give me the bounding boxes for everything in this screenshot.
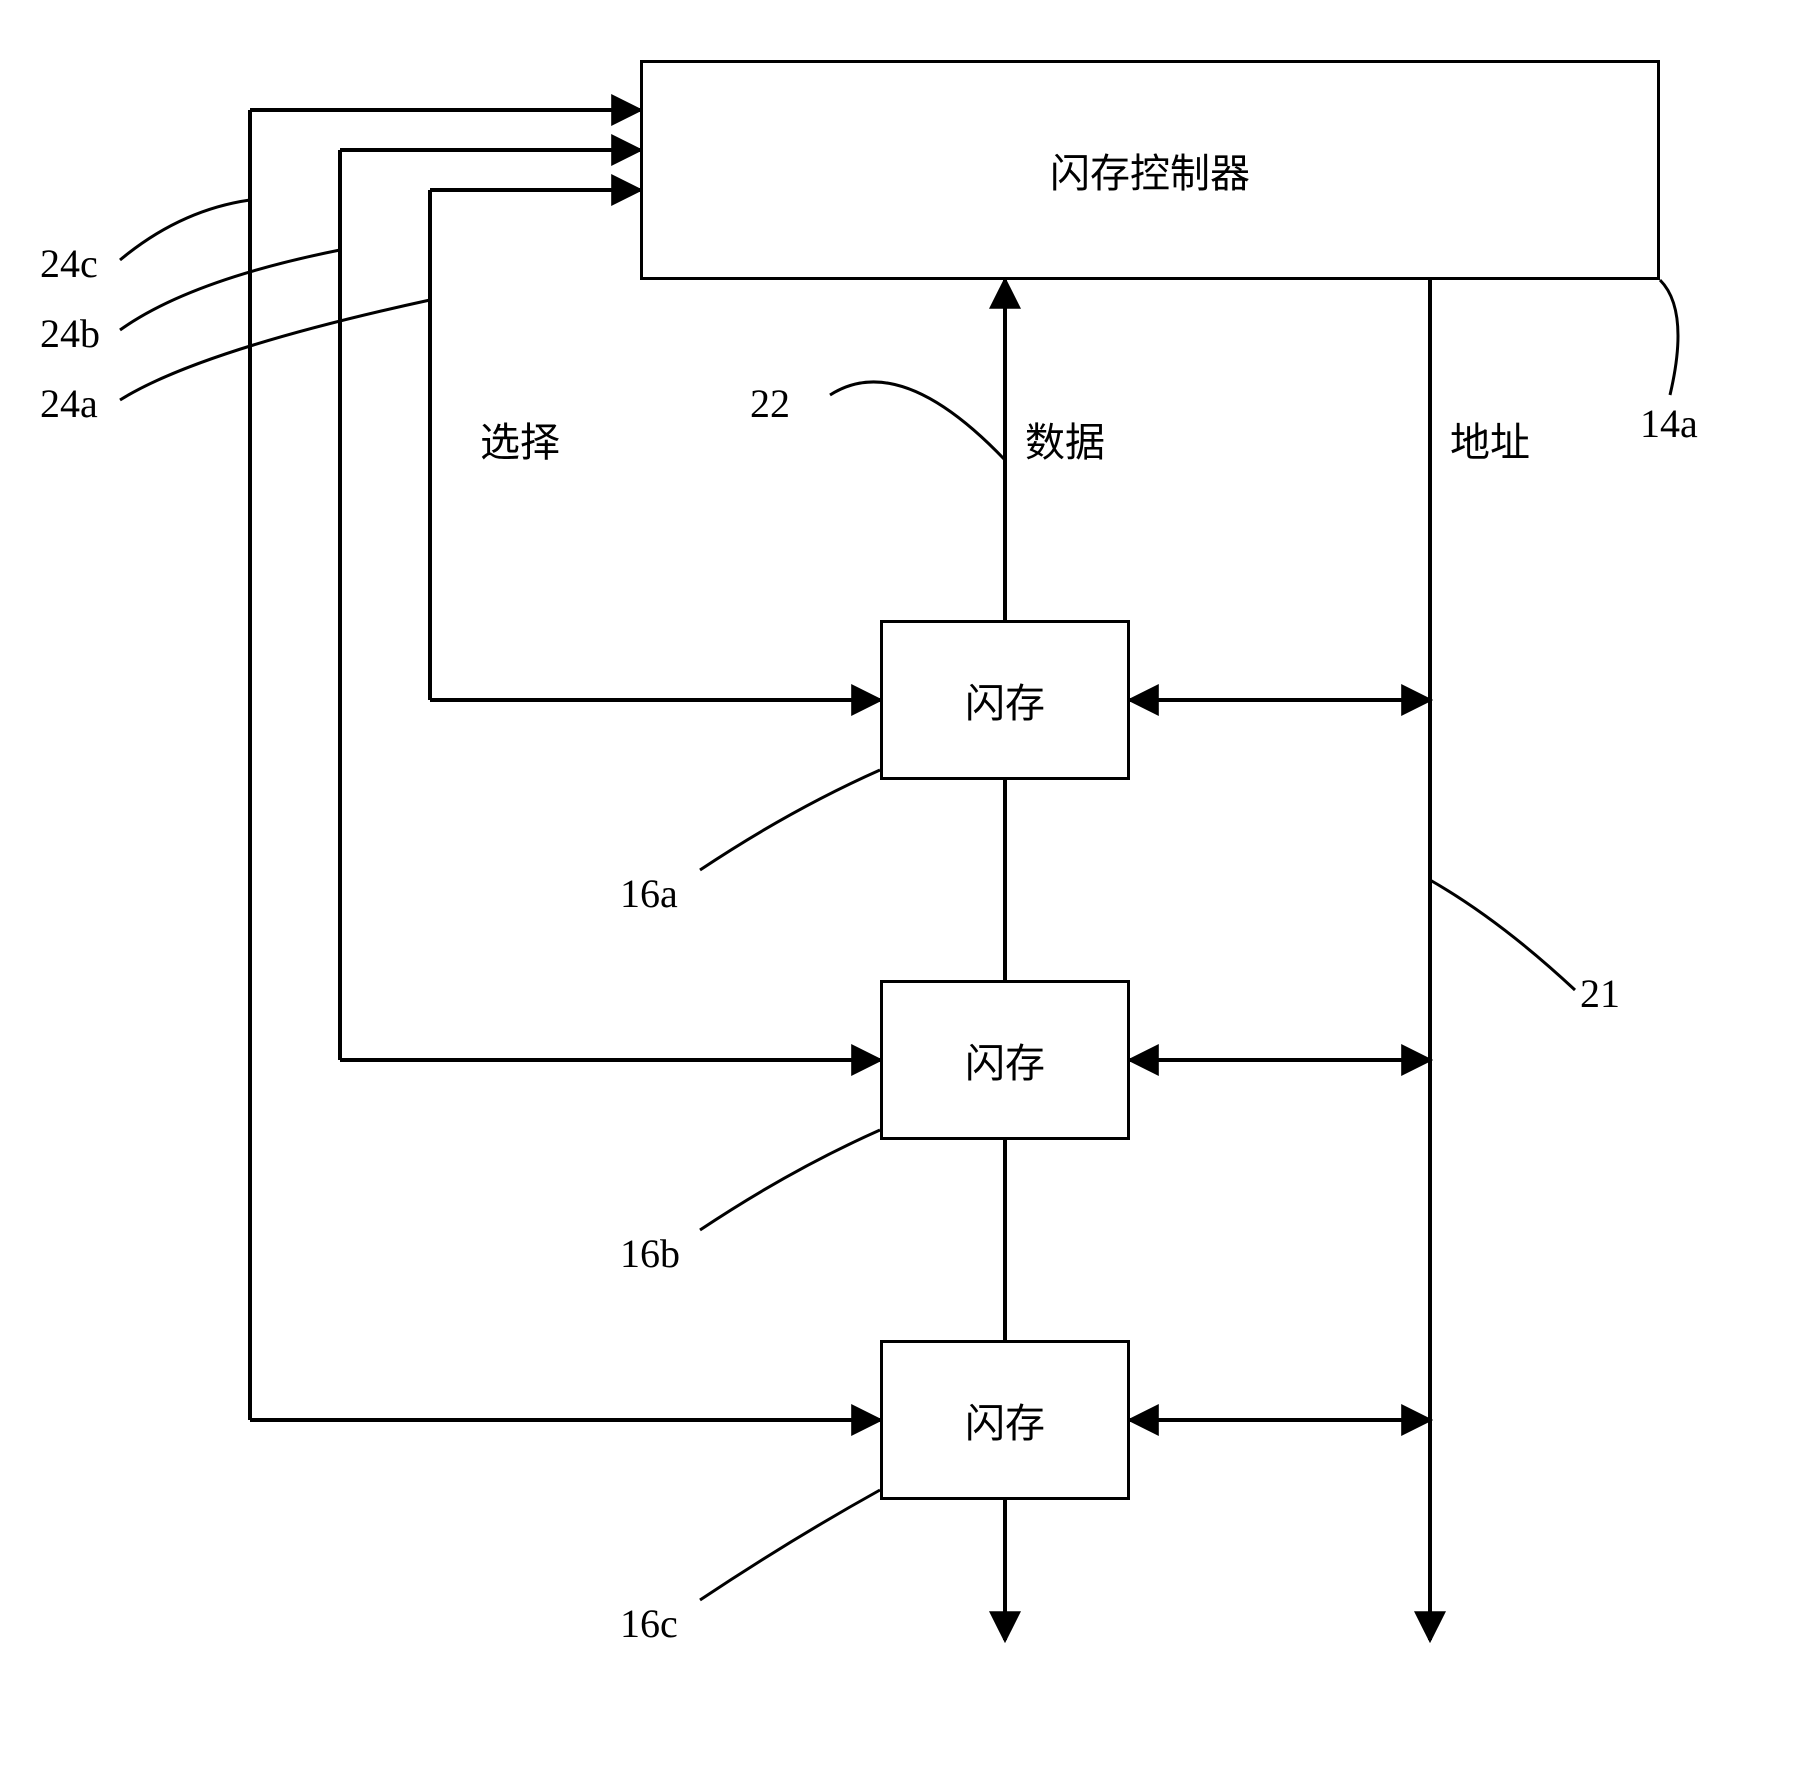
address-bus-label: 地址: [1450, 410, 1530, 468]
flash-label-c: 闪存: [965, 1391, 1045, 1449]
select-bus-label: 选择: [480, 410, 560, 468]
flash-controller-label: 闪存控制器: [1050, 141, 1250, 199]
flash-box-b: 闪存: [880, 980, 1130, 1140]
ref-controller: 14a: [1640, 400, 1698, 447]
ref-sel-b: 24b: [40, 310, 100, 357]
ref-addr-bus: 21: [1580, 970, 1620, 1017]
block-diagram: 闪存控制器 闪存 闪存 闪存 选择 数据 地址 14a 22 21 16a 16…: [0, 0, 1796, 1769]
ref-flash-c: 16c: [620, 1600, 678, 1647]
flash-controller-box: 闪存控制器: [640, 60, 1660, 280]
ref-flash-a: 16a: [620, 870, 678, 917]
data-bus-label: 数据: [1025, 410, 1105, 468]
ref-data-bus: 22: [750, 380, 790, 427]
flash-box-c: 闪存: [880, 1340, 1130, 1500]
ref-sel-a: 24a: [40, 380, 98, 427]
ref-flash-b: 16b: [620, 1230, 680, 1277]
ref-sel-c: 24c: [40, 240, 98, 287]
flash-box-a: 闪存: [880, 620, 1130, 780]
flash-label-a: 闪存: [965, 671, 1045, 729]
flash-label-b: 闪存: [965, 1031, 1045, 1089]
